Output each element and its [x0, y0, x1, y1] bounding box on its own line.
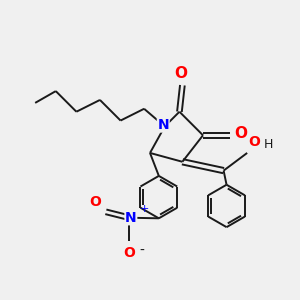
Text: O: O: [89, 195, 101, 209]
Text: +: +: [140, 204, 149, 214]
Text: H: H: [263, 138, 273, 151]
Text: O: O: [249, 135, 260, 149]
Text: N: N: [125, 211, 137, 225]
Text: O: O: [124, 246, 135, 260]
Text: -: -: [140, 244, 145, 258]
Text: N: N: [158, 118, 169, 132]
Text: O: O: [174, 66, 188, 81]
Text: O: O: [234, 126, 247, 141]
